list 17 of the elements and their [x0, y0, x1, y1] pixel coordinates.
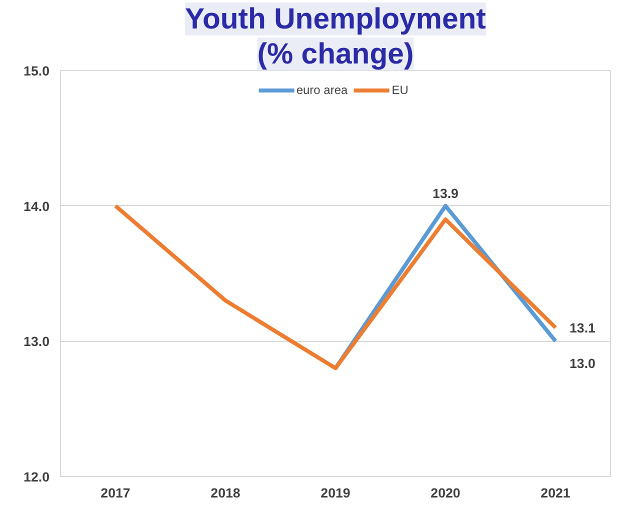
x-tick-label: 2019 — [320, 486, 350, 500]
x-tick-label: 2017 — [100, 486, 130, 500]
line-series — [114, 204, 558, 370]
y-tick-label: 15.0 — [24, 64, 50, 78]
x-tick-label: 2021 — [540, 486, 571, 500]
chart-title: Youth Unemployment — [185, 2, 486, 36]
data-label: 13.1 — [570, 320, 596, 336]
data-label: 13.0 — [570, 356, 596, 372]
legend-label: euro area — [296, 83, 348, 97]
y-tick-label: 14.0 — [24, 198, 50, 214]
y-tick-label: 13.0 — [24, 334, 50, 350]
x-tick-label: 2018 — [210, 486, 240, 500]
y-tick-label: 12.0 — [24, 470, 50, 484]
chart-subtitle: (% change) — [257, 38, 414, 70]
data-label: 13.9 — [432, 186, 458, 201]
legend-label: EU — [392, 83, 410, 97]
x-tick-label: 2020 — [430, 486, 460, 500]
